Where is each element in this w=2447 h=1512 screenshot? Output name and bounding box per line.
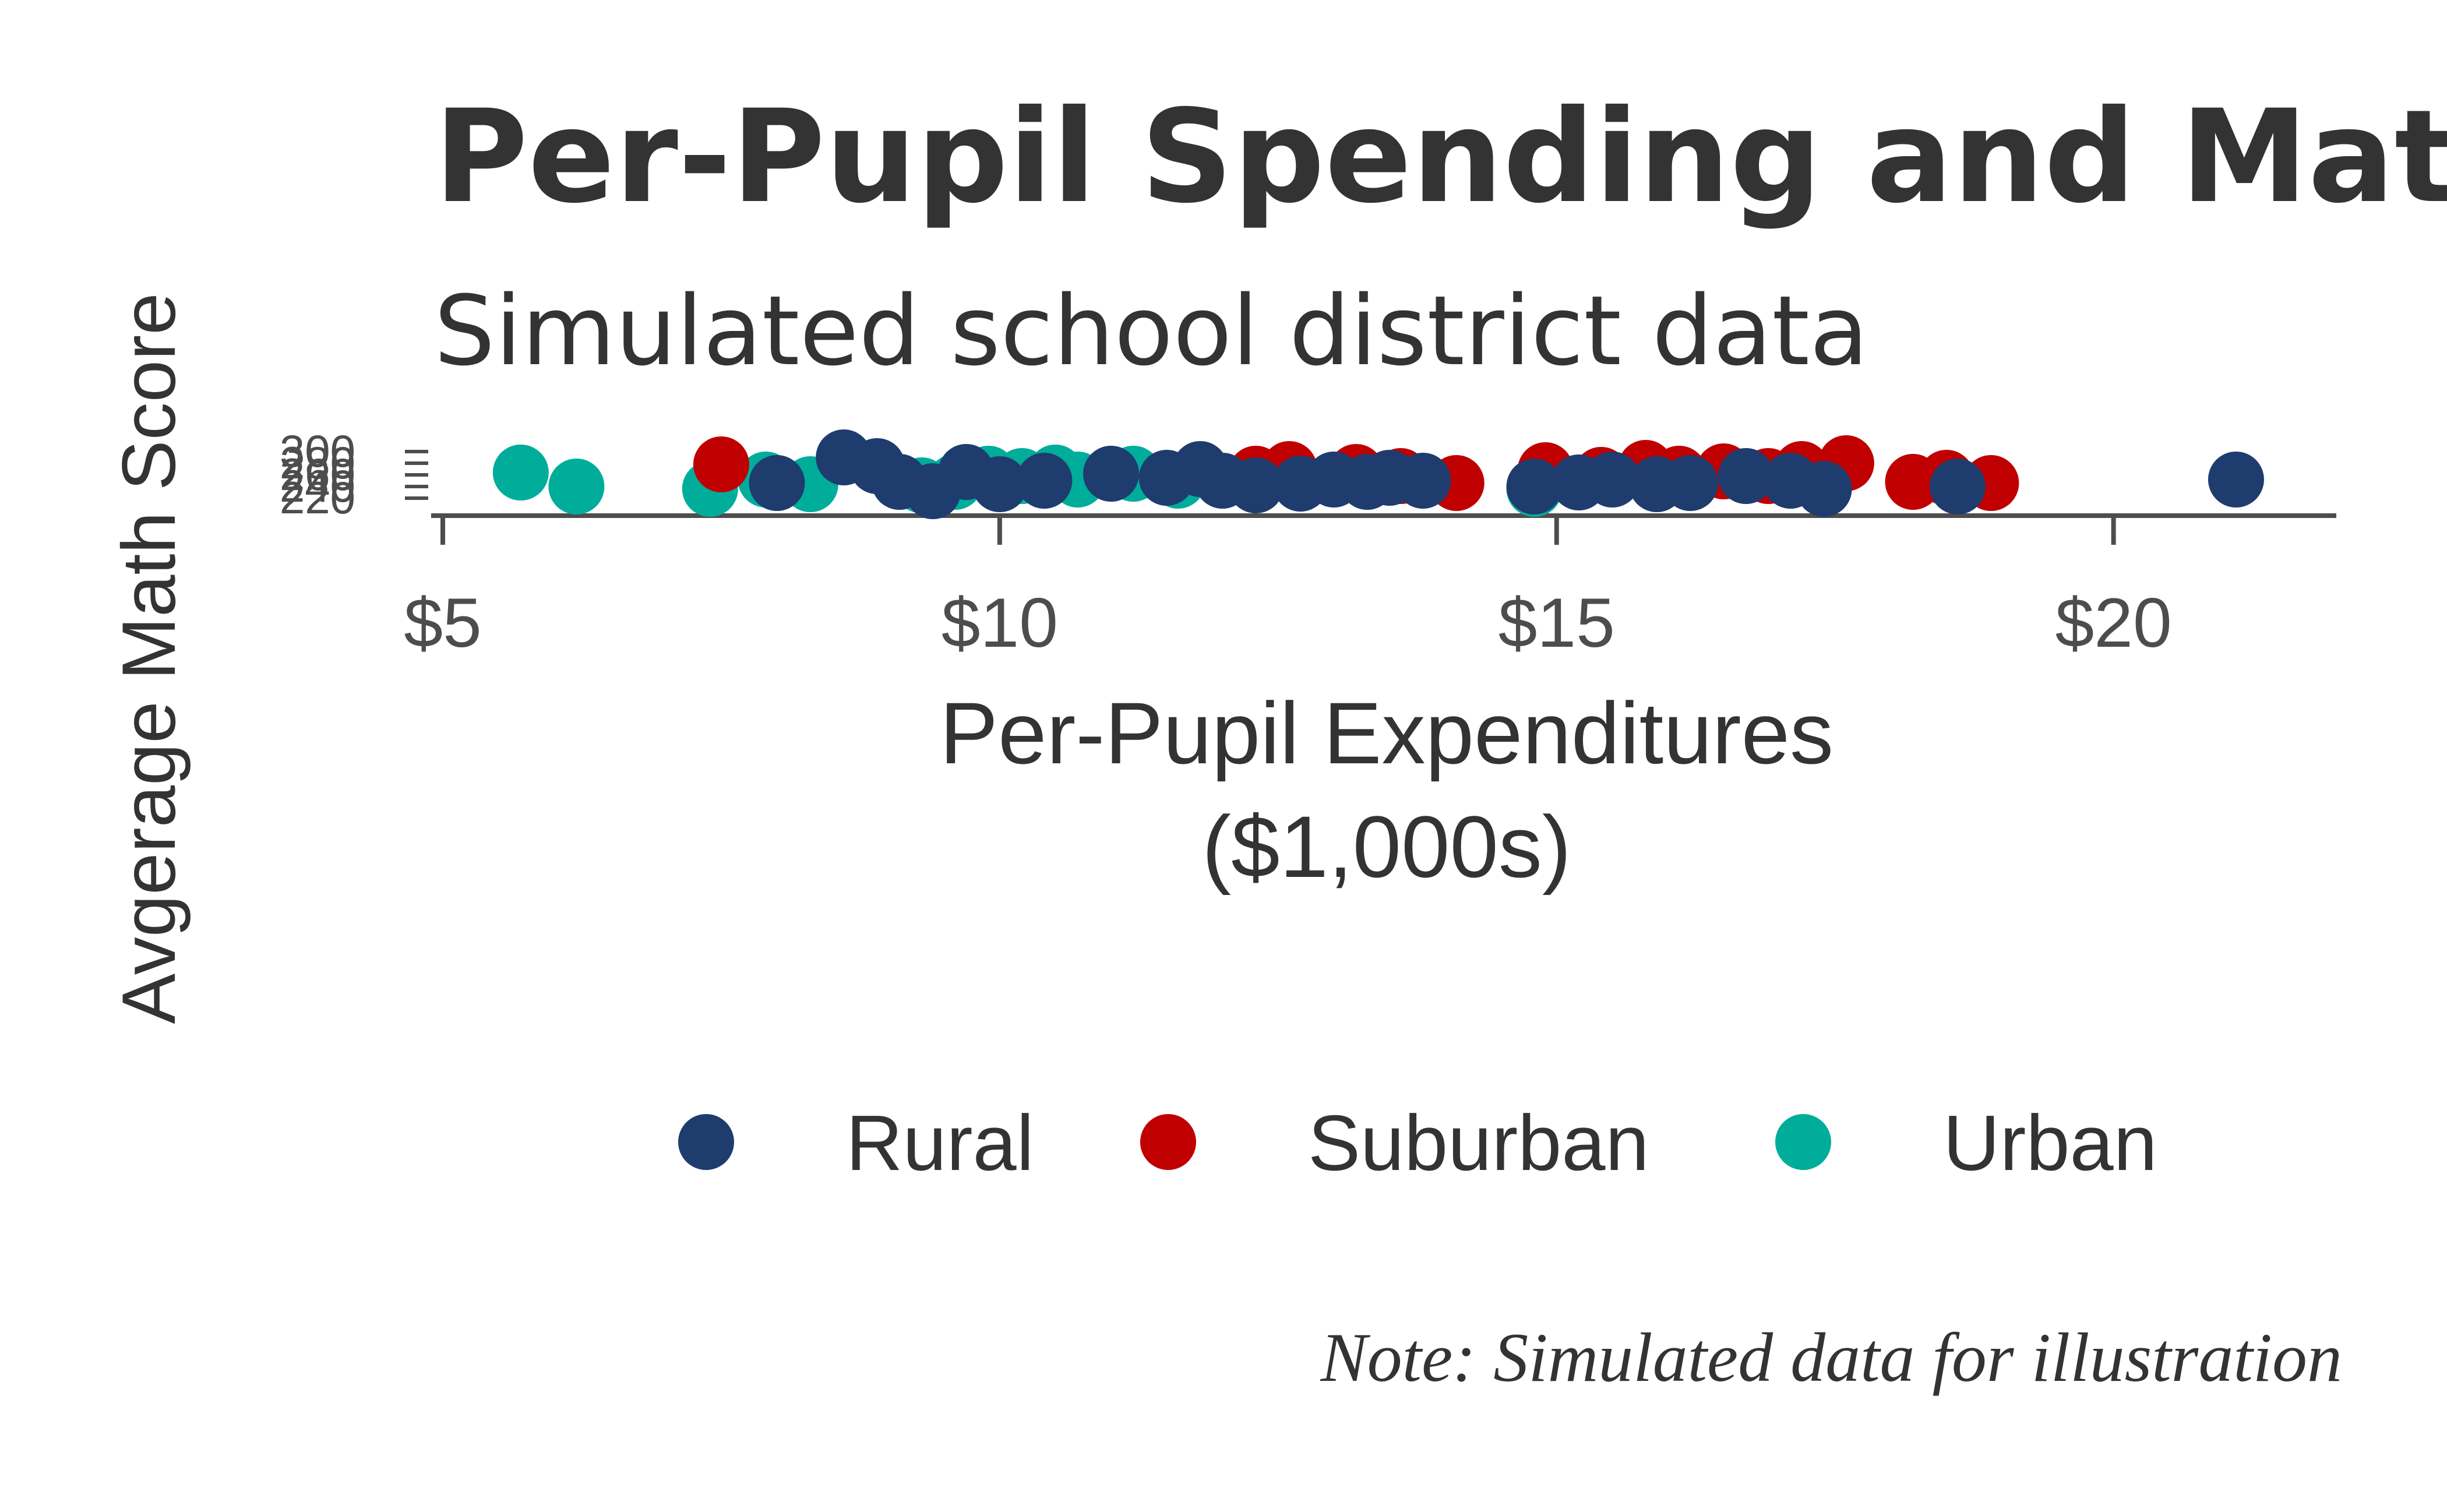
point-suburban bbox=[693, 436, 749, 492]
point-rural bbox=[971, 456, 1028, 512]
point-rural bbox=[1506, 459, 1563, 514]
point-rural bbox=[1083, 446, 1140, 502]
point-rural bbox=[1016, 453, 1073, 509]
legend: Rural Suburban Urban bbox=[678, 1099, 2157, 1187]
legend-label-suburban: Suburban bbox=[1308, 1099, 1649, 1187]
data-points bbox=[492, 429, 2264, 519]
point-rural bbox=[1662, 455, 1719, 511]
point-rural bbox=[1584, 452, 1641, 507]
chart-title: Per-Pupil Spending and Math Achievement bbox=[434, 82, 2447, 231]
y-tick-label: 240 bbox=[280, 460, 355, 512]
y-tick-label: 280 bbox=[280, 437, 355, 488]
x-tick-label: $15 bbox=[1498, 584, 1615, 662]
legend-key-suburban bbox=[1140, 1114, 1196, 1170]
point-rural bbox=[749, 455, 805, 511]
x-tick-label: $10 bbox=[942, 584, 1058, 662]
point-rural bbox=[1796, 461, 1852, 517]
point-urban bbox=[492, 445, 549, 501]
chart-caption: Note: Simulated data for illustration bbox=[1320, 1319, 2342, 1396]
point-rural bbox=[1228, 457, 1284, 513]
x-axis: $5 $10 $15 $20 bbox=[404, 513, 2336, 662]
point-rural bbox=[1718, 448, 1774, 504]
y-tick-label: 220 bbox=[280, 472, 355, 523]
y-tick-label: 300 bbox=[280, 425, 355, 477]
x-tick-label: $20 bbox=[2055, 584, 2172, 662]
legend-label-rural: Rural bbox=[846, 1099, 1034, 1187]
x-axis-label: Per-Pupil Expenditures bbox=[940, 684, 1834, 782]
legend-key-urban bbox=[1775, 1114, 1831, 1170]
legend-key-rural bbox=[678, 1114, 734, 1170]
y-tick-label: 260 bbox=[280, 449, 355, 500]
y-axis-label: Avgerage Math Score bbox=[106, 293, 191, 1024]
point-rural bbox=[1395, 453, 1451, 509]
legend-label-urban: Urban bbox=[1943, 1099, 2157, 1187]
x-tick-label: $5 bbox=[404, 584, 481, 662]
chart-subtitle: Simulated school district data bbox=[434, 275, 1868, 387]
point-rural bbox=[2208, 452, 2264, 507]
point-rural bbox=[1930, 459, 1986, 514]
x-axis-label-unit: ($1,000s) bbox=[1202, 798, 1571, 896]
point-urban bbox=[548, 459, 605, 514]
